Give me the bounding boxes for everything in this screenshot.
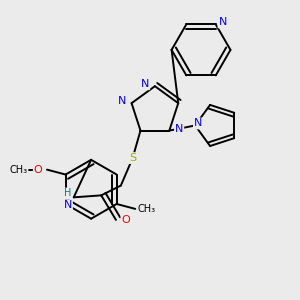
Text: O: O [34,165,43,175]
Text: N: N [118,96,126,106]
Text: N: N [194,118,202,128]
Text: CH₃: CH₃ [138,204,156,214]
Text: H: H [64,188,71,198]
Text: N: N [141,79,149,89]
Text: N: N [218,17,227,27]
Text: CH₃: CH₃ [9,165,28,175]
Text: O: O [122,215,130,225]
Text: S: S [129,153,136,163]
Text: N: N [175,124,183,134]
Text: N: N [64,200,72,210]
